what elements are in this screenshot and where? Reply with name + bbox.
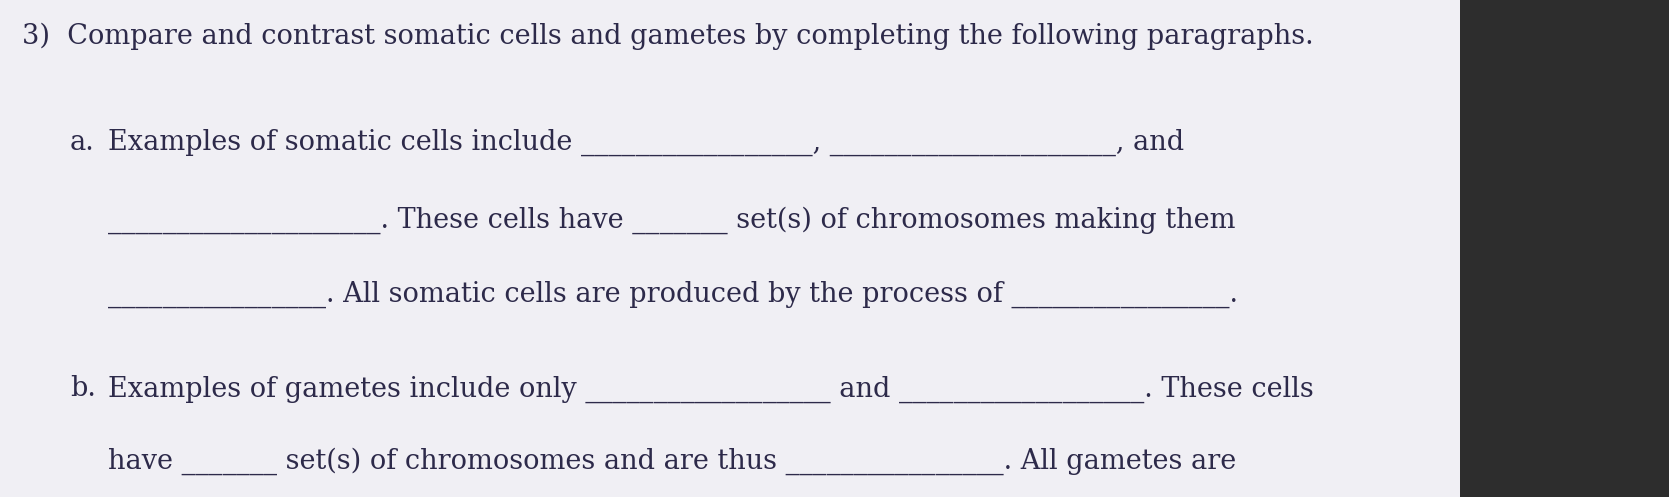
Text: have _______ set(s) of chromosomes and are thus ________________. All gametes ar: have _______ set(s) of chromosomes and a… xyxy=(108,447,1237,475)
FancyBboxPatch shape xyxy=(0,0,1460,497)
Text: ________________. All somatic cells are produced by the process of _____________: ________________. All somatic cells are … xyxy=(108,281,1238,308)
Text: b.: b. xyxy=(70,375,97,402)
Text: Examples of gametes include only __________________ and __________________. Thes: Examples of gametes include only _______… xyxy=(108,375,1314,403)
Text: Examples of somatic cells include _________________, _____________________, and: Examples of somatic cells include ______… xyxy=(108,129,1185,157)
Text: a.: a. xyxy=(70,129,95,156)
Text: 3)  Compare and contrast somatic cells and gametes by completing the following p: 3) Compare and contrast somatic cells an… xyxy=(22,22,1314,50)
Text: ____________________. These cells have _______ set(s) of chromosomes making them: ____________________. These cells have _… xyxy=(108,206,1237,234)
